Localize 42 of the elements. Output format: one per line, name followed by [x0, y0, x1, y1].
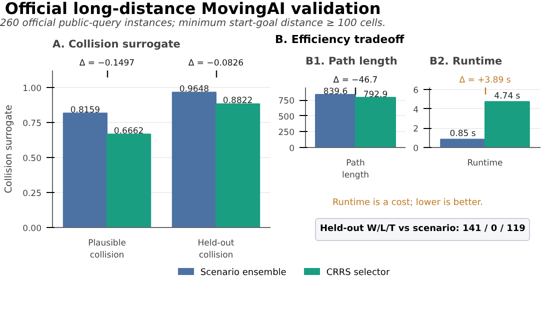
- y-tick-label: 0.00: [22, 224, 42, 234]
- bar: [106, 133, 152, 228]
- data-label: 0.8822: [222, 96, 253, 106]
- x-tick-label: Path length: [342, 158, 370, 180]
- y-tick-label: 0: [289, 144, 295, 154]
- y-axis-title: Collision surrogate: [4, 104, 15, 193]
- y-tick-label: 0.50: [22, 154, 42, 164]
- y-tick-label: 0.25: [22, 188, 42, 199]
- x-tick-label: Plausible collision: [88, 238, 126, 260]
- y-tick-label: 0.75: [22, 118, 42, 129]
- x-tick-label: Held-out collision: [198, 238, 235, 260]
- y-tick-label: 2: [413, 124, 419, 135]
- data-label: 0.85 s: [450, 128, 476, 139]
- legend-label: Scenario ensemble: [200, 268, 286, 278]
- data-label: 0.9648: [179, 84, 210, 94]
- text: Δ = +3.89 s: [459, 75, 512, 86]
- chart-title: B2. Runtime: [430, 55, 502, 68]
- chart-title: B1. Path length: [306, 55, 398, 68]
- text: Δ = −0.0826: [188, 58, 244, 68]
- data-label: 4.74 s: [494, 91, 521, 102]
- y-tick-label: 250: [278, 128, 295, 138]
- chart-title: A. Collision surrogate: [52, 38, 180, 50]
- y-tick-label: 4: [413, 105, 419, 116]
- y-tick-label: 0: [413, 144, 419, 154]
- data-label: 0.6662: [114, 126, 144, 136]
- x-tick-label: Runtime: [467, 158, 503, 168]
- text: Δ = −0.1497: [79, 58, 135, 68]
- y-tick-label: 6: [413, 86, 419, 96]
- legend-label: CRRS selector: [326, 268, 390, 278]
- y-tick-label: 750: [278, 96, 295, 107]
- bar: [172, 91, 216, 228]
- text: B. Efficiency tradeoff: [275, 32, 404, 46]
- y-tick-label: 500: [278, 112, 295, 122]
- bar: [62, 112, 108, 228]
- bar: [216, 103, 260, 228]
- text: Δ = −46.7: [333, 75, 378, 86]
- text: Runtime is a cost; lower is better.: [331, 196, 484, 210]
- text: Held-out W/L/T vs scenario: 141 / 0 / 119: [315, 218, 530, 241]
- text: Official long-distance MovingAI validation: [4, 0, 382, 18]
- y-tick-label: 1.00: [22, 84, 42, 94]
- data-label: 0.8159: [70, 105, 100, 116]
- text: 260 official public-query instances; minimum start-goal distance ≥ 100 cells.: [0, 18, 386, 29]
